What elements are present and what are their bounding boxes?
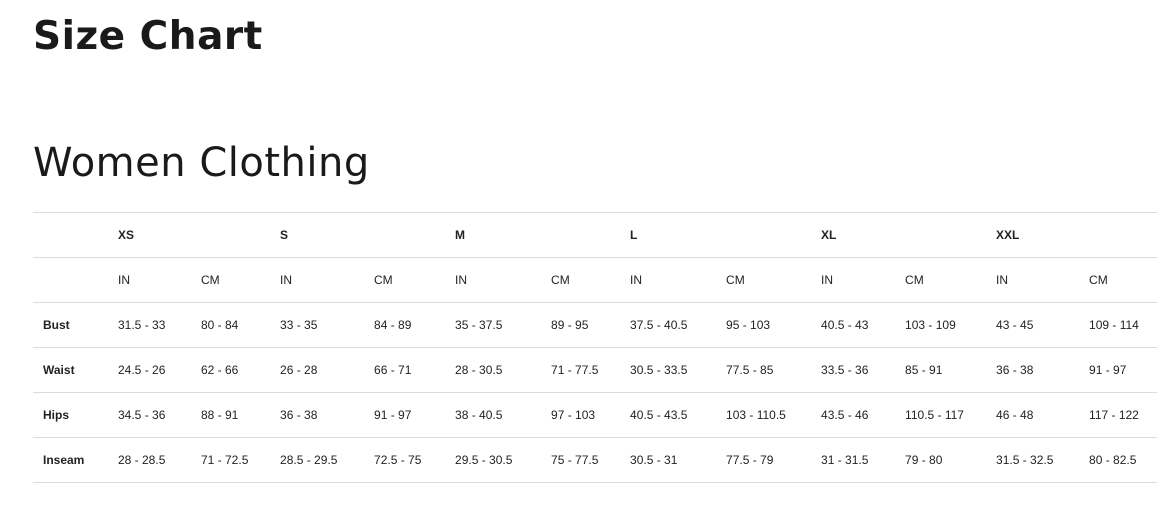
- measurement-cell: 80 - 82.5: [1089, 437, 1157, 483]
- measurement-cell: 88 - 91: [201, 392, 281, 438]
- corner-cell: [33, 212, 118, 258]
- unit-header: IN: [118, 257, 201, 303]
- row-label: Inseam: [33, 437, 118, 483]
- measurement-cell: 33.5 - 36: [821, 347, 906, 393]
- measurement-cell: 79 - 80: [905, 437, 997, 483]
- page-title: Size Chart: [33, 14, 263, 59]
- measurement-cell: 37.5 - 40.5: [630, 302, 727, 348]
- row-label: Bust: [33, 302, 118, 348]
- measurement-cell: 77.5 - 79: [726, 437, 822, 483]
- unit-header: CM: [374, 257, 456, 303]
- table-row: Bust 31.5 - 33 80 - 84 33 - 35 84 - 89 35 - 3…: [33, 302, 1157, 348]
- table-row: Hips 34.5 - 36 88 - 91 36 - 38 91 - 97 38 - 4…: [33, 392, 1157, 438]
- measurement-cell: 31.5 - 32.5: [996, 437, 1090, 483]
- measurement-cell: 28.5 - 29.5: [280, 437, 375, 483]
- size-header: XXL: [996, 212, 1157, 258]
- measurement-cell: 62 - 66: [201, 347, 281, 393]
- measurement-cell: 40.5 - 43: [821, 302, 906, 348]
- measurement-cell: 40.5 - 43.5: [630, 392, 727, 438]
- size-chart-table: XS S M L XL XXL IN CM IN CM IN CM IN CM IN CM IN CM Bust 31…: [33, 212, 1157, 483]
- measurement-cell: 110.5 - 117: [905, 392, 997, 438]
- unit-header: IN: [996, 257, 1090, 303]
- measurement-cell: 109 - 114: [1089, 302, 1157, 348]
- table-row: Waist 24.5 - 26 62 - 66 26 - 28 66 - 71 28 - …: [33, 347, 1157, 393]
- measurement-cell: 34.5 - 36: [118, 392, 201, 438]
- measurement-cell: 26 - 28: [280, 347, 375, 393]
- unit-header: CM: [201, 257, 281, 303]
- measurement-cell: 75 - 77.5: [551, 437, 631, 483]
- measurement-cell: 28 - 30.5: [455, 347, 552, 393]
- measurement-cell: 97 - 103: [551, 392, 631, 438]
- table-row: Inseam 28 - 28.5 71 - 72.5 28.5 - 29.5 72.5 …: [33, 437, 1157, 483]
- size-header: L: [630, 212, 822, 258]
- unit-header: IN: [280, 257, 375, 303]
- unit-header: CM: [1089, 257, 1157, 303]
- measurement-cell: 36 - 38: [996, 347, 1090, 393]
- measurement-cell: 72.5 - 75: [374, 437, 456, 483]
- measurement-cell: 71 - 72.5: [201, 437, 281, 483]
- row-label: Hips: [33, 392, 118, 438]
- unit-header: IN: [455, 257, 552, 303]
- measurement-cell: 35 - 37.5: [455, 302, 552, 348]
- measurement-cell: 38 - 40.5: [455, 392, 552, 438]
- measurement-cell: 95 - 103: [726, 302, 822, 348]
- unit-header: CM: [551, 257, 631, 303]
- unit-header: CM: [726, 257, 822, 303]
- measurement-cell: 66 - 71: [374, 347, 456, 393]
- measurement-cell: 31 - 31.5: [821, 437, 906, 483]
- measurement-cell: 46 - 48: [996, 392, 1090, 438]
- measurement-cell: 33 - 35: [280, 302, 375, 348]
- row-label: Waist: [33, 347, 118, 393]
- measurement-cell: 30.5 - 33.5: [630, 347, 727, 393]
- measurement-cell: 91 - 97: [1089, 347, 1157, 393]
- size-header: S: [280, 212, 456, 258]
- measurement-cell: 103 - 109: [905, 302, 997, 348]
- unit-header: IN: [630, 257, 727, 303]
- measurement-cell: 91 - 97: [374, 392, 456, 438]
- measurement-cell: 89 - 95: [551, 302, 631, 348]
- measurement-cell: 85 - 91: [905, 347, 997, 393]
- size-header-row: XS S M L XL XXL: [33, 212, 1157, 258]
- measurement-cell: 30.5 - 31: [630, 437, 727, 483]
- measurement-cell: 71 - 77.5: [551, 347, 631, 393]
- measurement-cell: 103 - 110.5: [726, 392, 822, 438]
- measurement-cell: 31.5 - 33: [118, 302, 201, 348]
- measurement-cell: 43 - 45: [996, 302, 1090, 348]
- measurement-cell: 28 - 28.5: [118, 437, 201, 483]
- unit-header: CM: [905, 257, 997, 303]
- measurement-cell: 29.5 - 30.5: [455, 437, 552, 483]
- size-header: M: [455, 212, 631, 258]
- corner-cell: [33, 257, 118, 303]
- measurement-cell: 80 - 84: [201, 302, 281, 348]
- measurement-cell: 117 - 122: [1089, 392, 1157, 438]
- size-header: XS: [118, 212, 281, 258]
- measurement-cell: 24.5 - 26: [118, 347, 201, 393]
- unit-header: IN: [821, 257, 906, 303]
- measurement-cell: 84 - 89: [374, 302, 456, 348]
- measurement-cell: 43.5 - 46: [821, 392, 906, 438]
- measurement-cell: 36 - 38: [280, 392, 375, 438]
- measurement-cell: 77.5 - 85: [726, 347, 822, 393]
- unit-header-row: IN CM IN CM IN CM IN CM IN CM IN CM: [33, 257, 1157, 303]
- section-title: Women Clothing: [33, 140, 370, 186]
- size-header: XL: [821, 212, 997, 258]
